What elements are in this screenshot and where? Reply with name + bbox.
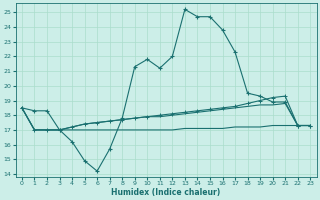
X-axis label: Humidex (Indice chaleur): Humidex (Indice chaleur) [111, 188, 221, 197]
